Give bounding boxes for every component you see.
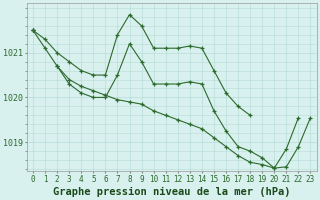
- X-axis label: Graphe pression niveau de la mer (hPa): Graphe pression niveau de la mer (hPa): [53, 186, 291, 197]
